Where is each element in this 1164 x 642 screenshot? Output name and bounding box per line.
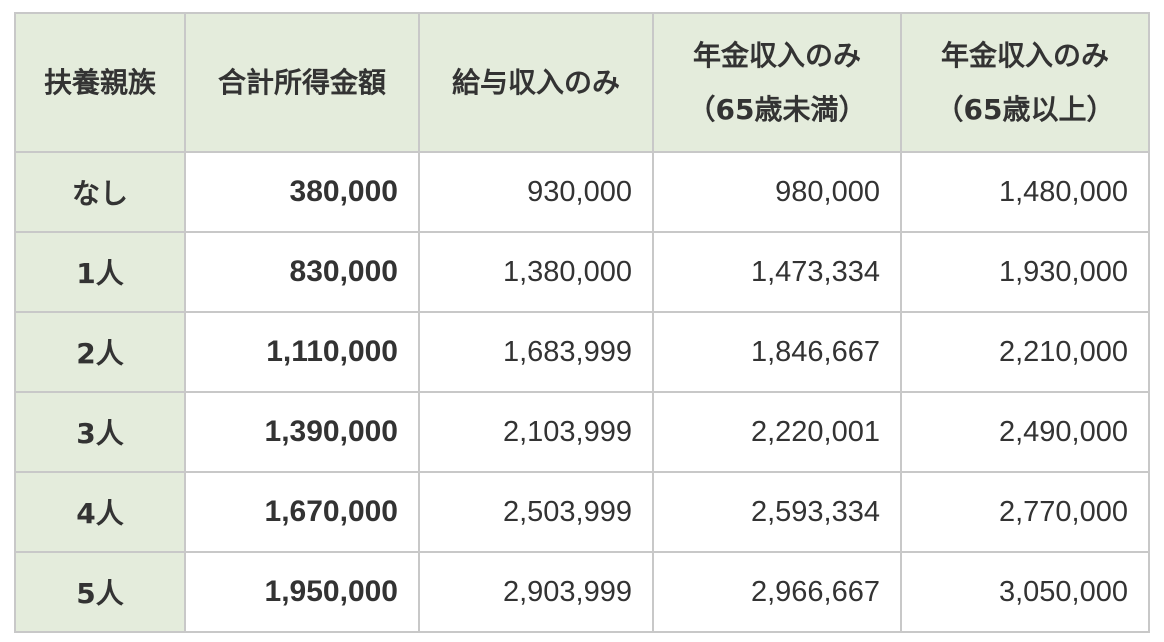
cell-pension-under-65: 980,000 <box>652 151 902 233</box>
header-pension-under-65: 年金収入のみ （65歳未満） <box>652 12 902 153</box>
cell-pension-under-65: 2,966,667 <box>652 551 902 633</box>
table-row: 5人 1,950,000 2,903,999 2,966,667 3,050,0… <box>14 551 1150 633</box>
cell-pension-under-65: 2,220,001 <box>652 391 902 473</box>
income-table-container: 扶養親族 合計所得金額 給与収入のみ 年金収入のみ （65歳未満） 年金収入のみ… <box>14 12 1150 633</box>
table-row: 2人 1,110,000 1,683,999 1,846,667 2,210,0… <box>14 311 1150 393</box>
cell-total-income: 1,110,000 <box>184 311 420 393</box>
table-row: 3人 1,390,000 2,103,999 2,220,001 2,490,0… <box>14 391 1150 473</box>
row-label: 2人 <box>14 311 186 393</box>
cell-salary-income: 2,103,999 <box>418 391 654 473</box>
cell-total-income: 1,670,000 <box>184 471 420 553</box>
table-row: 1人 830,000 1,380,000 1,473,334 1,930,000 <box>14 231 1150 313</box>
cell-salary-income: 2,503,999 <box>418 471 654 553</box>
cell-pension-65-over: 1,480,000 <box>900 151 1150 233</box>
cell-pension-under-65: 1,473,334 <box>652 231 902 313</box>
cell-salary-income: 1,683,999 <box>418 311 654 393</box>
header-row: 扶養親族 合計所得金額 給与収入のみ 年金収入のみ （65歳未満） 年金収入のみ… <box>14 12 1150 153</box>
cell-pension-under-65: 2,593,334 <box>652 471 902 553</box>
cell-total-income: 1,950,000 <box>184 551 420 633</box>
cell-pension-65-over: 3,050,000 <box>900 551 1150 633</box>
header-total-income: 合計所得金額 <box>184 12 420 153</box>
cell-total-income: 830,000 <box>184 231 420 313</box>
cell-pension-65-over: 2,210,000 <box>900 311 1150 393</box>
cell-salary-income: 1,380,000 <box>418 231 654 313</box>
table-row: なし 380,000 930,000 980,000 1,480,000 <box>14 151 1150 233</box>
cell-pension-65-over: 1,930,000 <box>900 231 1150 313</box>
header-dependents: 扶養親族 <box>14 12 186 153</box>
cell-total-income: 380,000 <box>184 151 420 233</box>
row-label: 4人 <box>14 471 186 553</box>
cell-pension-65-over: 2,770,000 <box>900 471 1150 553</box>
row-label: なし <box>14 151 186 233</box>
row-label: 5人 <box>14 551 186 633</box>
cell-salary-income: 2,903,999 <box>418 551 654 633</box>
cell-pension-under-65: 1,846,667 <box>652 311 902 393</box>
header-pension-65-over: 年金収入のみ （65歳以上） <box>900 12 1150 153</box>
cell-total-income: 1,390,000 <box>184 391 420 473</box>
cell-pension-65-over: 2,490,000 <box>900 391 1150 473</box>
income-threshold-table: 扶養親族 合計所得金額 給与収入のみ 年金収入のみ （65歳未満） 年金収入のみ… <box>14 12 1150 633</box>
row-label: 1人 <box>14 231 186 313</box>
row-label: 3人 <box>14 391 186 473</box>
header-salary-income: 給与収入のみ <box>418 12 654 153</box>
table-row: 4人 1,670,000 2,503,999 2,593,334 2,770,0… <box>14 471 1150 553</box>
cell-salary-income: 930,000 <box>418 151 654 233</box>
